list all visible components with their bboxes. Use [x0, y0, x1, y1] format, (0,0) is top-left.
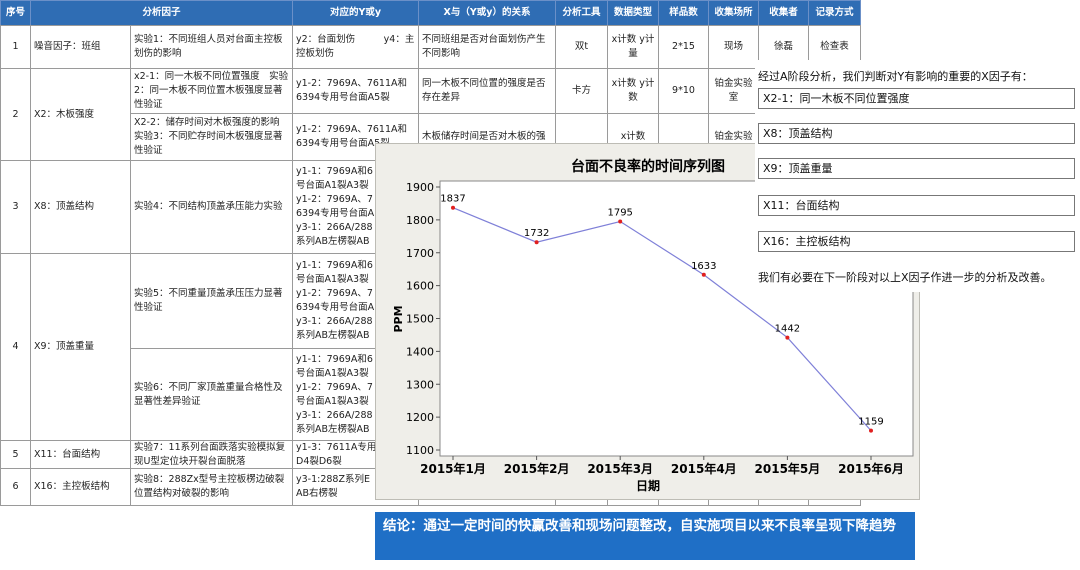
table-cell: 实验1：不同班组人员对台面主控板划伤的影响: [130, 25, 293, 69]
table-cell: 现场: [708, 25, 759, 69]
table-cell: 同一木板不同位置的强度是否存在差异: [418, 68, 556, 114]
data-label: 1442: [775, 324, 800, 335]
table-cell: 实验5：不同重量顶盖承压压力显著性验证: [130, 253, 293, 349]
table-cell: x2-1：同一木板不同位置强度 实验2：同一木板不同位置木板强度显著性验证: [130, 68, 293, 114]
panel-outro: 我们有必要在下一阶段对以上X因子作进一步的分析及改善。: [758, 271, 1052, 284]
factor-cell: 噪音因子：班组: [30, 25, 131, 69]
y-tick-label: 1100: [406, 444, 434, 457]
table-cell: 2*15: [658, 25, 709, 69]
data-label: 1633: [691, 261, 716, 272]
table-cell: 实验8：288Zx型号主控板楞边破裂位置结构对破裂的影响: [130, 468, 293, 506]
table-header-cell: 记录方式: [808, 0, 861, 26]
table-cell: x计数 y计量: [607, 25, 659, 69]
table-cell: 实验4：不同结构顶盖承压能力实验: [130, 160, 293, 254]
table-header-cell: 对应的Y或y: [292, 0, 419, 26]
y-tick-label: 1400: [406, 345, 434, 358]
table-header-cell: 分析因子: [30, 0, 293, 26]
chart-title: 台面不良率的时间序列图: [571, 158, 725, 175]
table-cell: X2-2：储存时间对木板强度的影响 实验3：不同贮存时间木板强度显著性验证: [130, 113, 293, 161]
data-point: [451, 205, 455, 210]
conclusion-banner: 结论：通过一定时间的快赢改善和现场问题整改，自实施项目以来不良率呈现下降趋势: [375, 512, 915, 560]
table-cell: x计数 y计数: [607, 68, 659, 114]
table-cell: 不同班组是否对台面划伤产生不同影响: [418, 25, 556, 69]
x-tick-label: 2015年5月: [755, 461, 821, 476]
data-point: [534, 240, 539, 245]
table-header-cell: 序号: [0, 0, 31, 26]
table-header-cell: 收集场所: [708, 0, 759, 26]
data-label: 1837: [440, 194, 465, 205]
table-cell: 实验6：不同厂家顶盖重量合格性及显著性差异验证: [130, 348, 293, 441]
data-label: 1732: [524, 228, 549, 239]
table-cell: y1-2：7969A、7611A和6394专用号台面A5裂: [292, 68, 419, 114]
factor-item: X9：顶盖重量: [758, 158, 1075, 179]
panel-intro: 经过A阶段分析，我们判断对Y有影响的重要的X因子有：: [758, 70, 1033, 83]
table-cell: 9*10: [658, 68, 709, 114]
data-point: [618, 219, 623, 224]
x-tick-label: 2015年6月: [838, 461, 904, 476]
x-tick-label: 2015年4月: [671, 461, 737, 476]
data-point: [701, 272, 706, 277]
row-number: 5: [0, 440, 31, 469]
data-point: [869, 428, 873, 433]
factor-cell: X9：顶盖重量: [30, 253, 131, 441]
data-point: [785, 335, 790, 340]
row-number: 1: [0, 25, 31, 69]
table-header-cell: X与（Y或y）的关系: [418, 0, 556, 26]
data-label: 1795: [607, 208, 632, 219]
table-header-cell: 样品数: [658, 0, 709, 26]
line-series: [452, 207, 872, 432]
y-tick-label: 1600: [406, 280, 434, 293]
x-tick-label: 2015年1月: [420, 461, 486, 476]
row-number: 6: [0, 468, 31, 506]
y-tick-label: 1500: [406, 313, 434, 326]
factor-item: X8：顶盖结构: [758, 123, 1075, 144]
row-number: 2: [0, 68, 31, 161]
y-tick-label: 1200: [406, 411, 434, 424]
factor-cell: X11：台面结构: [30, 440, 131, 469]
x-tick-label: 2015年3月: [587, 461, 653, 476]
x-axis-label: 日期: [636, 478, 660, 493]
row-number: 4: [0, 253, 31, 441]
factor-cell: X2：木板强度: [30, 68, 131, 161]
y-tick-label: 1700: [406, 247, 434, 260]
table-header-cell: 数据类型: [607, 0, 659, 26]
factor-cell: X8：顶盖结构: [30, 160, 131, 254]
factor-item: X2-1：同一木板不同位置强度: [758, 88, 1075, 109]
y-tick-label: 1300: [406, 378, 434, 391]
x-tick-label: 2015年2月: [504, 461, 570, 476]
table-cell: 卡方: [555, 68, 608, 114]
y-axis-label: PPM: [392, 305, 405, 332]
factor-panel: 经过A阶段分析，我们判断对Y有影响的重要的X因子有： X2-1：同一木板不同位置…: [755, 60, 1078, 292]
table-header-cell: 收集者: [758, 0, 809, 26]
factor-cell: X16：主控板结构: [30, 468, 131, 506]
table-cell: 实验7：11系列台面跌落实验模拟复现U型定位块开裂台面脱落: [130, 440, 293, 469]
table-cell: 双t: [555, 25, 608, 69]
factor-item: X16：主控板结构: [758, 231, 1075, 252]
table-header-cell: 分析工具: [555, 0, 608, 26]
y-tick-label: 1900: [406, 181, 434, 194]
table-cell: 铂金实验室: [708, 68, 759, 114]
row-number: 3: [0, 160, 31, 254]
factor-item: X11：台面结构: [758, 195, 1075, 216]
y-tick-label: 1800: [406, 214, 434, 227]
data-label: 1159: [858, 417, 883, 428]
table-cell: y2：台面划伤 y4：主控板划伤: [292, 25, 419, 69]
